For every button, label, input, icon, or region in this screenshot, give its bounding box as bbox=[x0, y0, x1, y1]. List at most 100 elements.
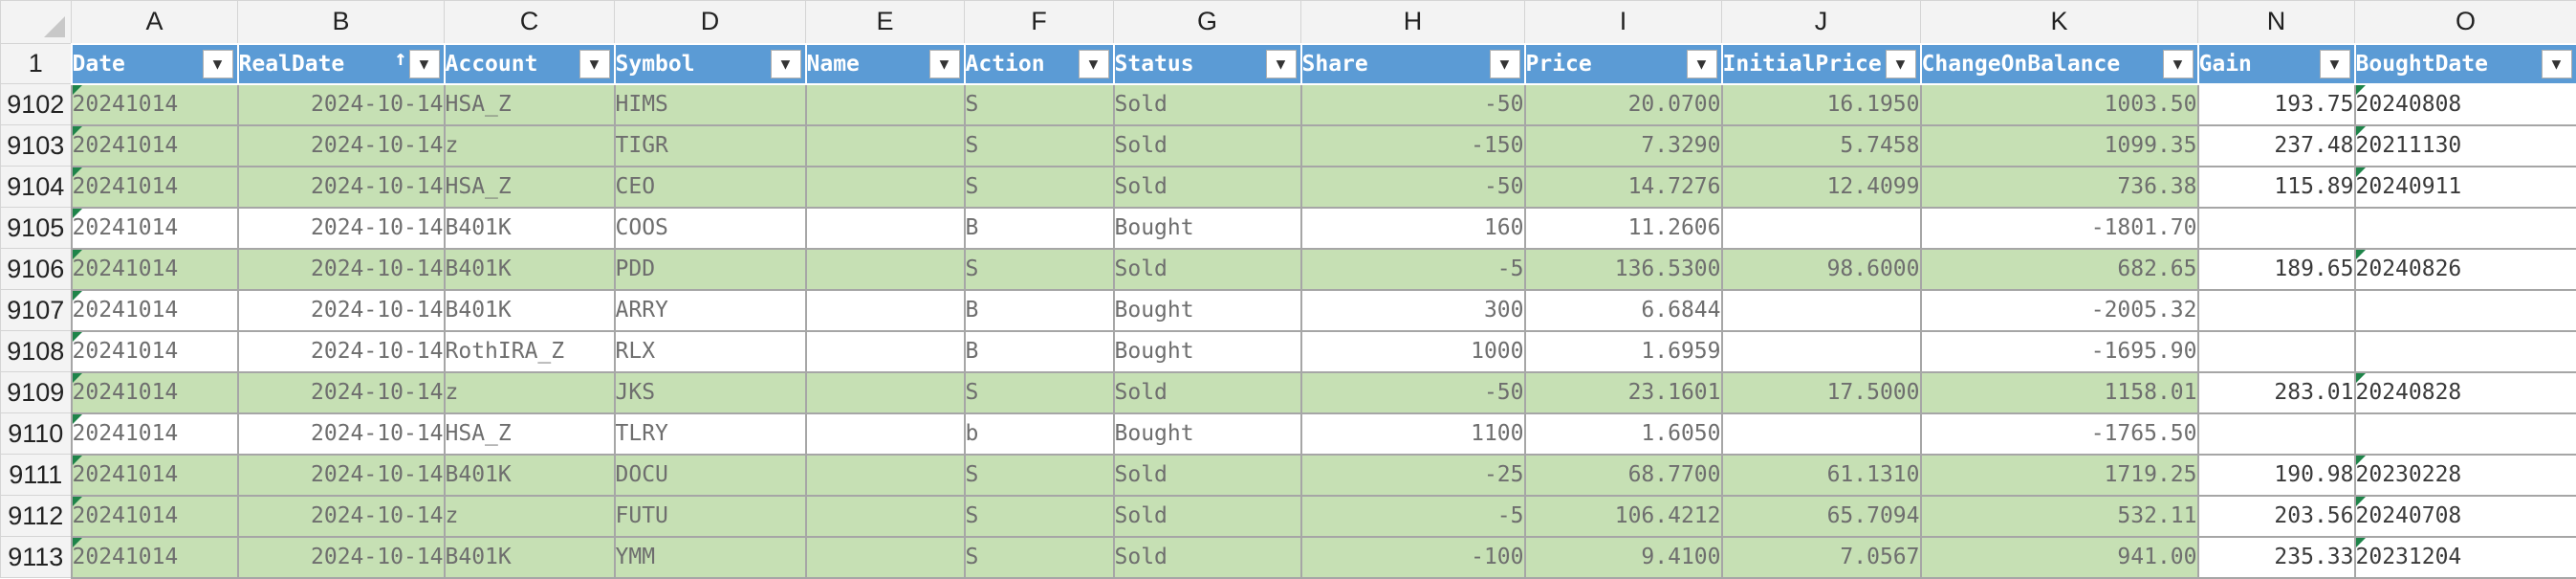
cell-symbol[interactable]: COOS bbox=[615, 208, 806, 249]
cell-symbol[interactable]: HIMS bbox=[615, 84, 806, 125]
cell-boughtdate[interactable]: 20240708 bbox=[2355, 496, 2576, 537]
cell-name[interactable] bbox=[806, 331, 965, 372]
header-cell-name[interactable]: Name▼ bbox=[806, 44, 965, 84]
cell-price[interactable]: 20.0700 bbox=[1525, 84, 1722, 125]
cell-initialprice[interactable] bbox=[1722, 208, 1921, 249]
cell-realdate[interactable]: 2024-10-14 bbox=[238, 496, 445, 537]
cell-initialprice[interactable] bbox=[1722, 331, 1921, 372]
header-cell-share[interactable]: Share▼ bbox=[1301, 44, 1525, 84]
header-cell-account[interactable]: Account▼ bbox=[445, 44, 615, 84]
cell-boughtdate[interactable] bbox=[2355, 208, 2576, 249]
cell-share[interactable]: -150 bbox=[1301, 125, 1525, 167]
cell-changeonbalance[interactable]: 1158.01 bbox=[1921, 372, 2198, 413]
cell-status[interactable]: Sold bbox=[1114, 167, 1301, 208]
cell-share[interactable]: -50 bbox=[1301, 84, 1525, 125]
cell-boughtdate[interactable] bbox=[2355, 331, 2576, 372]
cell-share[interactable]: -50 bbox=[1301, 372, 1525, 413]
cell-realdate[interactable]: 2024-10-14 bbox=[238, 125, 445, 167]
cell-symbol[interactable]: JKS bbox=[615, 372, 806, 413]
cell-boughtdate[interactable]: 20231204 bbox=[2355, 537, 2576, 578]
cell-price[interactable]: 7.3290 bbox=[1525, 125, 1722, 167]
cell-symbol[interactable]: ARRY bbox=[615, 290, 806, 331]
header-cell-gain[interactable]: Gain▼ bbox=[2198, 44, 2355, 84]
cell-price[interactable]: 9.4100 bbox=[1525, 537, 1722, 578]
row-number[interactable]: 9113 bbox=[1, 537, 72, 578]
cell-boughtdate[interactable] bbox=[2355, 413, 2576, 455]
cell-account[interactable]: B401K bbox=[445, 537, 615, 578]
column-letter-f[interactable]: F bbox=[965, 1, 1114, 44]
cell-date[interactable]: 20241014 bbox=[72, 208, 238, 249]
cell-account[interactable]: z bbox=[445, 372, 615, 413]
cell-boughtdate[interactable]: 20240826 bbox=[2355, 249, 2576, 290]
cell-realdate[interactable]: 2024-10-14 bbox=[238, 413, 445, 455]
cell-boughtdate[interactable]: 20211130 bbox=[2355, 125, 2576, 167]
filter-dropdown-icon[interactable]: ▼ bbox=[2320, 50, 2350, 78]
cell-initialprice[interactable]: 98.6000 bbox=[1722, 249, 1921, 290]
header-cell-boughtdate[interactable]: BoughtDate▼ bbox=[2355, 44, 2576, 84]
cell-date[interactable]: 20241014 bbox=[72, 372, 238, 413]
cell-action[interactable]: b bbox=[965, 413, 1114, 455]
cell-changeonbalance[interactable]: 532.11 bbox=[1921, 496, 2198, 537]
cell-date[interactable]: 20241014 bbox=[72, 331, 238, 372]
cell-share[interactable]: -50 bbox=[1301, 167, 1525, 208]
row-number[interactable]: 9111 bbox=[1, 455, 72, 496]
row-number[interactable]: 9107 bbox=[1, 290, 72, 331]
cell-changeonbalance[interactable]: -1801.70 bbox=[1921, 208, 2198, 249]
cell-status[interactable]: Bought bbox=[1114, 331, 1301, 372]
column-letter-n[interactable]: N bbox=[2198, 1, 2355, 44]
cell-status[interactable]: Sold bbox=[1114, 372, 1301, 413]
cell-symbol[interactable]: RLX bbox=[615, 331, 806, 372]
header-cell-symbol[interactable]: Symbol▼ bbox=[615, 44, 806, 84]
cell-account[interactable]: HSA_Z bbox=[445, 84, 615, 125]
filter-dropdown-icon[interactable]: ▼ bbox=[409, 50, 440, 78]
cell-changeonbalance[interactable]: 1099.35 bbox=[1921, 125, 2198, 167]
cell-status[interactable]: Sold bbox=[1114, 455, 1301, 496]
cell-name[interactable] bbox=[806, 537, 965, 578]
cell-status[interactable]: Sold bbox=[1114, 249, 1301, 290]
cell-account[interactable]: RothIRA_Z bbox=[445, 331, 615, 372]
cell-name[interactable] bbox=[806, 249, 965, 290]
cell-name[interactable] bbox=[806, 84, 965, 125]
cell-gain[interactable] bbox=[2198, 413, 2355, 455]
cell-name[interactable] bbox=[806, 455, 965, 496]
cell-gain[interactable]: 237.48 bbox=[2198, 125, 2355, 167]
filter-dropdown-icon[interactable]: ▼ bbox=[1079, 50, 1109, 78]
cell-action[interactable]: S bbox=[965, 125, 1114, 167]
cell-date[interactable]: 20241014 bbox=[72, 455, 238, 496]
cell-realdate[interactable]: 2024-10-14 bbox=[238, 331, 445, 372]
column-letter-c[interactable]: C bbox=[445, 1, 615, 44]
filter-dropdown-icon[interactable]: ▼ bbox=[929, 50, 960, 78]
cell-gain[interactable] bbox=[2198, 331, 2355, 372]
cell-initialprice[interactable] bbox=[1722, 413, 1921, 455]
cell-initialprice[interactable]: 16.1950 bbox=[1722, 84, 1921, 125]
cell-date[interactable]: 20241014 bbox=[72, 290, 238, 331]
cell-action[interactable]: S bbox=[965, 455, 1114, 496]
cell-symbol[interactable]: YMM bbox=[615, 537, 806, 578]
header-cell-initialprice[interactable]: InitialPrice▼ bbox=[1722, 44, 1921, 84]
cell-action[interactable]: S bbox=[965, 537, 1114, 578]
cell-name[interactable] bbox=[806, 372, 965, 413]
cell-share[interactable]: 1100 bbox=[1301, 413, 1525, 455]
row-number[interactable]: 9103 bbox=[1, 125, 72, 167]
filter-dropdown-icon[interactable]: ▼ bbox=[1886, 50, 1916, 78]
cell-share[interactable]: -5 bbox=[1301, 249, 1525, 290]
filter-dropdown-icon[interactable]: ▼ bbox=[203, 50, 233, 78]
header-cell-realdate[interactable]: RealDate↑▼ bbox=[238, 44, 445, 84]
cell-date[interactable]: 20241014 bbox=[72, 249, 238, 290]
cell-account[interactable]: B401K bbox=[445, 208, 615, 249]
cell-action[interactable]: S bbox=[965, 167, 1114, 208]
cell-account[interactable]: HSA_Z bbox=[445, 413, 615, 455]
cell-gain[interactable] bbox=[2198, 208, 2355, 249]
cell-boughtdate[interactable]: 20240828 bbox=[2355, 372, 2576, 413]
cell-share[interactable]: 300 bbox=[1301, 290, 1525, 331]
cell-name[interactable] bbox=[806, 167, 965, 208]
cell-boughtdate[interactable]: 20240808 bbox=[2355, 84, 2576, 125]
column-letter-j[interactable]: J bbox=[1722, 1, 1921, 44]
cell-price[interactable]: 23.1601 bbox=[1525, 372, 1722, 413]
cell-boughtdate[interactable]: 20240911 bbox=[2355, 167, 2576, 208]
column-letter-i[interactable]: I bbox=[1525, 1, 1722, 44]
cell-initialprice[interactable]: 61.1310 bbox=[1722, 455, 1921, 496]
cell-changeonbalance[interactable]: 682.65 bbox=[1921, 249, 2198, 290]
row-number[interactable]: 1 bbox=[1, 44, 72, 84]
cell-symbol[interactable]: TLRY bbox=[615, 413, 806, 455]
